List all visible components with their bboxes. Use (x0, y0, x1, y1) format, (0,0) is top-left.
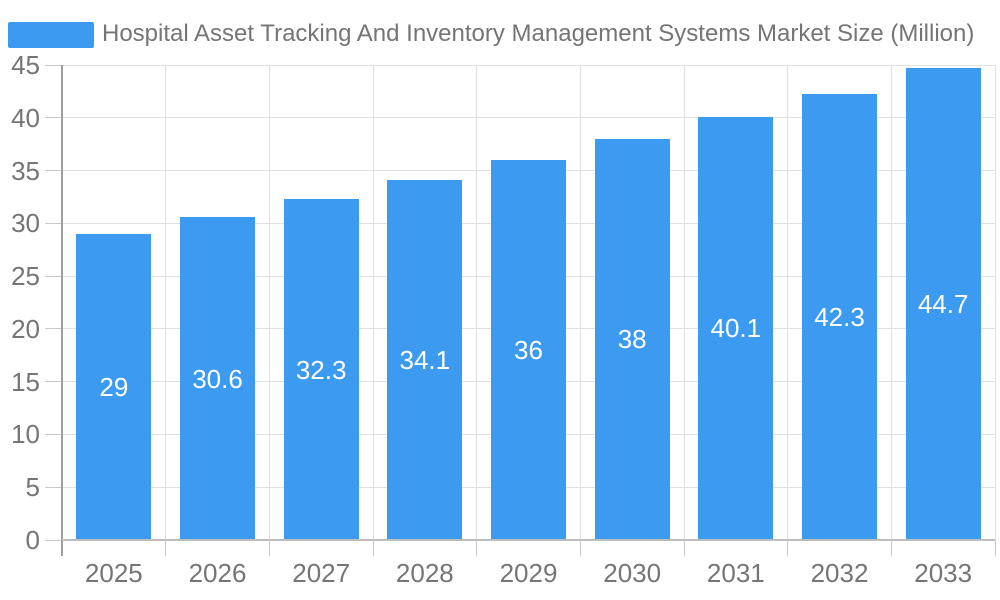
x-tick-mark (579, 540, 581, 556)
x-axis-tick-label: 2031 (706, 558, 765, 588)
bar-2033[interactable] (905, 68, 981, 540)
bar-2027[interactable] (283, 199, 359, 540)
x-gridline (372, 65, 374, 540)
y-axis-tick-label: 35 (11, 155, 40, 186)
y-axis-tick-label: 40 (11, 102, 40, 133)
x-tick-mark (994, 540, 996, 556)
x-axis-line (62, 539, 995, 541)
y-axis-tick-label: 25 (11, 261, 40, 292)
x-gridline (683, 65, 685, 540)
y-axis-tick-label: 30 (11, 208, 40, 239)
x-axis-tick-label: 2026 (188, 558, 247, 588)
x-gridline (994, 65, 996, 540)
y-axis-tick-label: 10 (11, 419, 40, 450)
bar-2028[interactable] (387, 180, 463, 540)
chart-title: Hospital Asset Tracking And Inventory Ma… (102, 20, 975, 47)
x-tick-mark (890, 540, 892, 556)
y-tick-mark (45, 64, 62, 66)
y-tick-mark (45, 222, 62, 224)
y-axis-tick-label: 0 (25, 525, 40, 555)
y-tick-mark (45, 328, 62, 330)
bar-2026[interactable] (180, 217, 255, 540)
y-axis-tick-label: 5 (25, 472, 40, 503)
x-axis-tick-label: 2030 (603, 558, 662, 588)
y-tick-mark (45, 275, 62, 277)
x-gridline (890, 65, 892, 540)
x-axis-tick-label: 2028 (395, 558, 454, 588)
y-tick-mark (45, 170, 62, 172)
x-axis-tick-label: 2027 (292, 558, 351, 588)
x-tick-mark (268, 540, 270, 556)
y-axis-line (61, 65, 63, 556)
x-tick-mark (683, 540, 685, 556)
x-axis-tick-label: 2032 (810, 558, 869, 588)
legend-swatch[interactable] (8, 22, 94, 48)
y-axis-tick-label: 20 (11, 313, 40, 344)
x-axis-tick-label: 2029 (499, 558, 558, 588)
x-gridline (579, 65, 581, 540)
x-axis-tick-label: 2025 (84, 558, 143, 588)
x-tick-mark (372, 540, 374, 556)
y-gridline (62, 64, 995, 66)
y-tick-mark (45, 539, 62, 541)
bar-2029[interactable] (491, 160, 566, 540)
x-axis-tick-label: 2033 (914, 558, 973, 588)
x-gridline (476, 65, 478, 540)
y-axis-tick-label: 15 (11, 366, 40, 397)
x-gridline (787, 65, 789, 540)
y-tick-mark (45, 381, 62, 383)
y-tick-mark (45, 117, 62, 119)
bar-2032[interactable] (802, 93, 877, 540)
bar-2031[interactable] (698, 116, 774, 540)
x-tick-mark (165, 540, 167, 556)
y-tick-mark (45, 433, 62, 435)
x-tick-mark (787, 540, 789, 556)
x-gridline (268, 65, 270, 540)
bar-2030[interactable] (594, 138, 670, 540)
bar-2025[interactable] (76, 233, 152, 540)
x-gridline (165, 65, 167, 540)
y-tick-mark (45, 486, 62, 488)
y-axis-tick-label: 45 (11, 50, 40, 80)
x-tick-mark (476, 540, 478, 556)
y-gridline (62, 117, 995, 119)
